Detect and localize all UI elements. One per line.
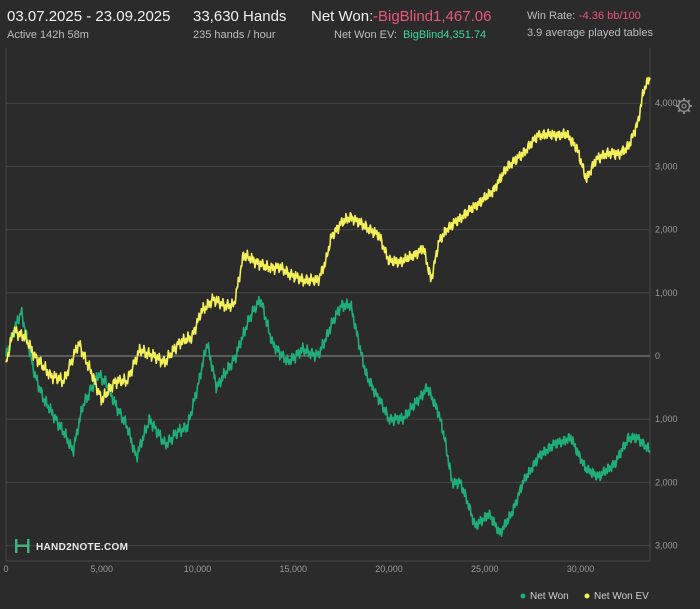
hands-count: 33,630 Hands xyxy=(193,8,287,25)
settings-button[interactable] xyxy=(676,98,692,114)
y-tick-label: 3,000 xyxy=(655,161,678,171)
y-tick-label: 3,000 xyxy=(655,541,678,551)
legend-item-net-won-ev[interactable]: Net Won EV xyxy=(584,591,650,602)
legend-label-net-won: Net Won xyxy=(530,591,569,602)
series-line-net-won-ev xyxy=(5,76,651,406)
net-won-label: Net Won: xyxy=(311,8,374,25)
x-tick-label: 0 xyxy=(3,564,8,574)
net-won-ev-label: Net Won EV: xyxy=(334,29,397,41)
y-tick-label: 1,000 xyxy=(655,414,678,424)
x-tick-label: 25,000 xyxy=(471,564,499,574)
legend: Net Won Net Won EV xyxy=(520,591,650,602)
net-won-chart: 4,000 3,000 2,000 1,000 0 1,000 2,000 3,000 0 5,… xyxy=(3,48,692,602)
x-tick-label: 15,000 xyxy=(279,564,307,574)
active-time: Active 142h 58m xyxy=(7,29,89,41)
x-tick-label: 10,000 xyxy=(184,564,212,574)
series-line-net-won xyxy=(5,295,651,538)
x-tick-label: 5,000 xyxy=(90,564,113,574)
x-tick-label: 20,000 xyxy=(375,564,403,574)
x-tick-label: 30,000 xyxy=(567,564,595,574)
legend-label-net-won-ev: Net Won EV xyxy=(594,591,649,602)
logo-text: HAND2NOTE.COM xyxy=(36,542,128,553)
y-tick-label: 4,000 xyxy=(655,98,678,108)
hand2note-logo-icon: HAND2NOTE.COM xyxy=(15,539,128,553)
win-rate-value: -4.36 bb/100 xyxy=(579,10,641,22)
win-rate-label: Win Rate: xyxy=(527,10,576,22)
net-won-ev-value: BigBlind4,351.74 xyxy=(403,29,487,41)
hands-rate: 235 hands / hour xyxy=(193,29,276,41)
y-tick-label: 0 xyxy=(655,351,660,361)
tables-text: 3.9 average played tables xyxy=(527,27,653,39)
net-won-value: -BigBlind1,467.06 xyxy=(373,8,492,25)
stats-header: 03.07.2025 - 23.09.2025 Active 142h 58m … xyxy=(0,0,700,48)
chart-grid xyxy=(5,48,651,562)
y-axis: 4,000 3,000 2,000 1,000 0 1,000 2,000 3,000 xyxy=(655,98,678,550)
y-tick-label: 2,000 xyxy=(655,477,678,487)
x-axis: 0 5,000 10,000 15,000 20,000 25,000 30,000 xyxy=(3,564,594,574)
gear-icon xyxy=(676,98,692,114)
chart-lines xyxy=(5,76,651,538)
y-tick-label: 2,000 xyxy=(655,225,678,235)
legend-item-net-won[interactable]: Net Won xyxy=(520,591,569,602)
date-range: 03.07.2025 - 23.09.2025 xyxy=(7,8,171,25)
y-tick-label: 1,000 xyxy=(655,288,678,298)
